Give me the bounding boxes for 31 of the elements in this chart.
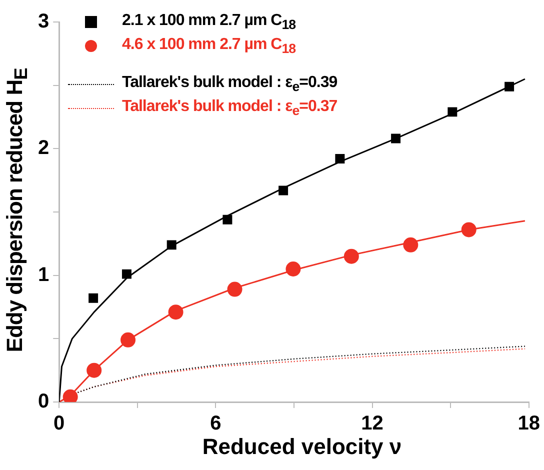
point	[88, 293, 98, 303]
point	[448, 107, 458, 117]
point	[62, 389, 78, 402]
legend-label: 4.6 x 100 mm 2.7 µm C$_{18}$	[122, 36, 296, 56]
legend-label: 2.1 x 100 mm 2.7 µm C$_{18}$	[122, 12, 296, 32]
point	[335, 154, 345, 164]
y-tick-label: 1	[38, 264, 50, 286]
point	[227, 282, 242, 297]
x-axis-title: Reduced velocity ν	[201, 434, 403, 460]
x-tick-label: 12	[361, 412, 384, 435]
legend-label: Tallarek's bulk model : ε$_{e}$=0.37	[122, 98, 338, 118]
point	[168, 304, 184, 320]
point	[166, 240, 176, 250]
y-tick-label: 0	[38, 390, 50, 413]
point	[403, 237, 418, 252]
point	[122, 269, 132, 279]
point	[86, 362, 102, 378]
x-tick-label: 18	[518, 412, 540, 435]
x-tick-label: 6	[210, 412, 222, 435]
point	[278, 186, 288, 196]
point	[461, 222, 476, 238]
y-tick-label: 3	[38, 10, 50, 33]
point	[344, 248, 359, 264]
y-tick-label: 2	[38, 137, 50, 160]
legend-label: Tallarek's bulk model : ε$_{e}$=0.39	[122, 74, 338, 94]
point	[391, 134, 401, 144]
point	[120, 332, 136, 348]
x-tick-label: 0	[54, 412, 65, 435]
point	[504, 82, 514, 92]
point	[286, 262, 301, 276]
point	[222, 214, 232, 224]
